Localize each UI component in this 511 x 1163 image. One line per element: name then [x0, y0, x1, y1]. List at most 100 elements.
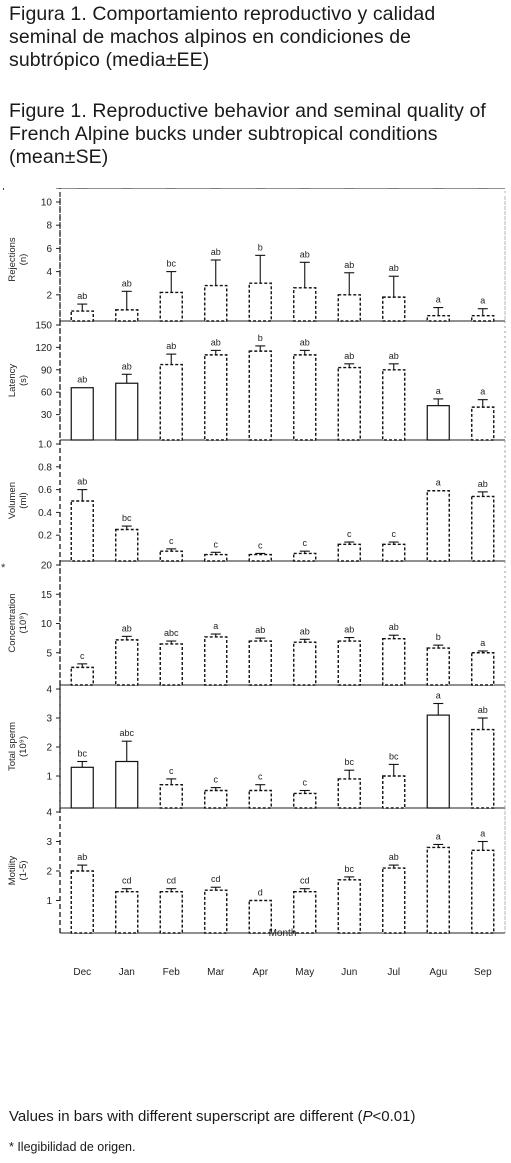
- significance-letter: a: [480, 188, 485, 190]
- y-tick-label: 2: [46, 867, 52, 878]
- bar-May: [293, 287, 317, 322]
- bar-Feb: [159, 550, 183, 562]
- y-tick-label: 60: [41, 388, 53, 399]
- y-tick-label: 20: [41, 188, 53, 191]
- significance-letter: d: [258, 888, 263, 898]
- bar-May: [293, 792, 317, 809]
- significance-letter: ab: [300, 337, 310, 347]
- bar-May: [293, 890, 317, 934]
- bar-Sep: [471, 406, 495, 441]
- x-tick-label: Dec: [73, 967, 91, 978]
- bar-Dec: [70, 766, 94, 809]
- bar-Jun: [337, 543, 361, 562]
- significance-letter: c: [169, 766, 174, 776]
- bar-Jul: [382, 543, 406, 562]
- y-tick-label: 15: [41, 590, 53, 601]
- y-tick-label: 0.4: [38, 508, 52, 519]
- y-tick-label: 4: [46, 808, 52, 819]
- x-tick-label: May: [295, 967, 314, 978]
- bar-Feb: [159, 363, 183, 441]
- significance-letter: a: [436, 188, 441, 190]
- y-tick-label: 3: [46, 714, 52, 725]
- bar-Feb: [159, 291, 183, 322]
- significance-letter: c: [258, 540, 263, 550]
- significance-letter: ab: [122, 623, 132, 633]
- bar-Apr: [248, 640, 272, 686]
- y-axis-label: (s): [18, 375, 29, 386]
- bar-Sep: [471, 652, 495, 686]
- bar-Jul: [382, 867, 406, 934]
- significance-letter: a: [213, 621, 218, 631]
- panel-4: 1 2 3 4 Total sperm (10⁹) bc abc c c c c bc bc a ab: [7, 685, 506, 809]
- bar-Jan: [115, 382, 139, 441]
- significance-letter: ab: [389, 263, 399, 273]
- bar-Apr: [248, 553, 272, 562]
- y-tick-label: 0.6: [38, 485, 52, 496]
- bar-Sep: [471, 849, 495, 934]
- significance-letter: bc: [344, 864, 354, 874]
- bar-Jan: [115, 890, 139, 934]
- x-tick-label: Jul: [387, 967, 400, 978]
- x-tick-label: Agu: [429, 967, 447, 978]
- bar-Mar: [204, 636, 228, 686]
- y-tick-label: 6: [46, 244, 52, 255]
- y-tick-label: 80: [41, 188, 53, 191]
- significance-letter: ab: [344, 260, 354, 270]
- significance-letter: ab: [344, 625, 354, 635]
- y-tick-label: 2: [46, 743, 52, 754]
- y-axis-label: Total sperm: [7, 722, 18, 771]
- bar-Sep: [471, 728, 495, 809]
- x-tick-label: Sep: [474, 967, 492, 978]
- bar-Jul: [382, 296, 406, 322]
- significance-letter: c: [214, 775, 219, 785]
- y-axis-label: Latency: [7, 364, 18, 398]
- y-tick-label: 30: [41, 410, 53, 421]
- bar-Dec: [70, 870, 94, 934]
- bar-Agu: [426, 846, 450, 934]
- significance-letter: cd: [122, 876, 132, 886]
- y-axis-label: (1-5): [18, 860, 29, 880]
- panel-5: 1 2 3 4 Motility (1-5) ab cd cd cd d cd bc ab a a: [7, 808, 506, 934]
- bar-Agu: [426, 314, 450, 322]
- significance-letter: a: [436, 295, 441, 305]
- figure-caption-english: Figure 1. Reproductive behavior and semi…: [9, 100, 486, 168]
- bar-Jan: [115, 760, 139, 809]
- significance-letter: ab: [300, 249, 310, 259]
- bar-Mar: [204, 889, 228, 934]
- x-tick-label: Jun: [341, 967, 357, 978]
- significance-letter: c: [347, 529, 352, 539]
- y-axis-label: Volumen: [7, 482, 18, 519]
- significance-letter: c: [258, 772, 263, 782]
- significance-letter: a: [436, 478, 441, 488]
- y-tick-label: 5: [46, 648, 52, 659]
- significance-letter: cd: [122, 188, 132, 190]
- significance-letter: c: [392, 529, 397, 539]
- bar-Dec: [70, 387, 94, 441]
- y-tick-label: 1: [46, 772, 52, 783]
- y-tick-label: 1: [46, 896, 52, 907]
- bar-Apr: [248, 350, 272, 441]
- bar-Jan: [115, 528, 139, 562]
- significance-letter: cd: [211, 188, 221, 190]
- significance-letter: bc: [344, 188, 354, 190]
- significance-letter: c: [214, 539, 219, 549]
- y-tick-label: 4: [46, 267, 52, 278]
- significance-letter: ab: [478, 479, 488, 489]
- bar-Mar: [204, 354, 228, 441]
- significance-letter: ab: [77, 291, 87, 301]
- y-axis-label: Rejections: [7, 237, 18, 282]
- significance-letter: ab: [344, 351, 354, 361]
- bar-Feb: [159, 890, 183, 934]
- y-axis-label: Concentration: [7, 593, 18, 652]
- significance-letter: ab: [255, 625, 265, 635]
- y-tick-label: 90: [41, 365, 53, 376]
- significance-letter: d: [258, 188, 263, 190]
- bar-Apr: [248, 282, 272, 322]
- panel-6: 20406080Live spermatozoa%abcdcdcddcdbcab…: [0, 188, 506, 933]
- significance-letter: cd: [166, 188, 176, 190]
- bar-Jan: [115, 639, 139, 686]
- bar-Jul: [382, 775, 406, 809]
- significance-letter: abc: [119, 728, 134, 738]
- bar-Mar: [204, 553, 228, 562]
- bar-Agu: [426, 405, 450, 441]
